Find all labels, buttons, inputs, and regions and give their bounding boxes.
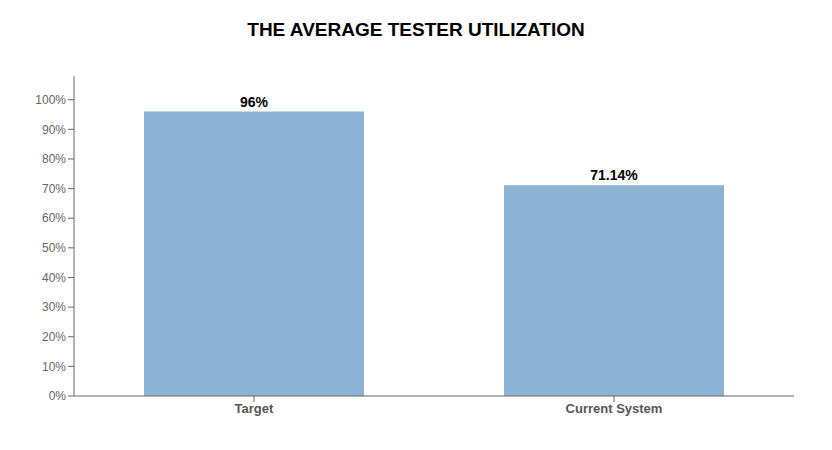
svg-text:90%: 90% bbox=[42, 123, 66, 137]
svg-text:20%: 20% bbox=[42, 330, 66, 344]
svg-text:50%: 50% bbox=[42, 241, 66, 255]
svg-text:71.14%: 71.14% bbox=[590, 167, 638, 183]
svg-text:96%: 96% bbox=[240, 94, 269, 110]
svg-text:Target: Target bbox=[235, 401, 274, 416]
svg-text:60%: 60% bbox=[42, 211, 66, 225]
svg-text:70%: 70% bbox=[42, 182, 66, 196]
svg-text:80%: 80% bbox=[42, 152, 66, 166]
svg-text:Current System: Current System bbox=[566, 401, 663, 416]
html-text:THE AVERAGE TESTER UTILIZATION: THE AVERAGE TESTER UTILIZATION bbox=[247, 19, 585, 40]
svg-text:100%: 100% bbox=[35, 93, 66, 107]
svg-text:10%: 10% bbox=[42, 360, 66, 374]
svg-text:40%: 40% bbox=[42, 271, 66, 285]
svg-text:30%: 30% bbox=[42, 300, 66, 314]
svg-text:0%: 0% bbox=[49, 389, 67, 403]
